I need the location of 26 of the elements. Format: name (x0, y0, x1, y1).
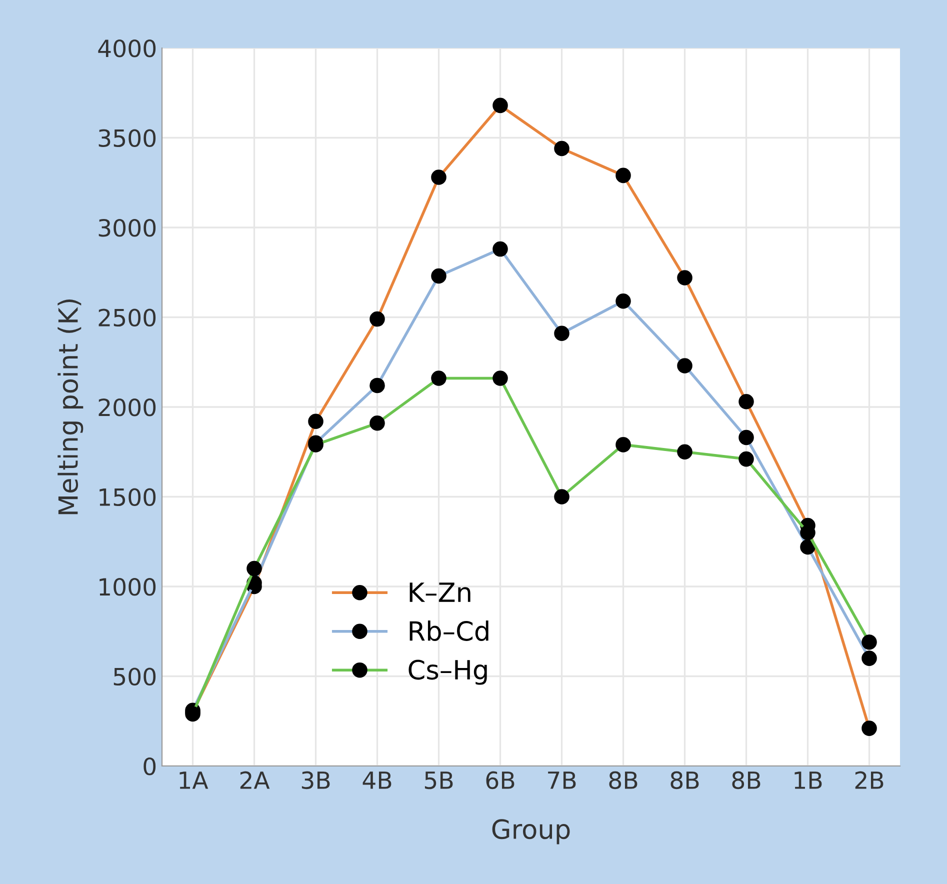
x-tick-label: 4B (362, 772, 392, 789)
x-tick-label: 6B (486, 771, 514, 790)
x-tick-label: 8B (609, 771, 638, 790)
x-tick-label: 7B (548, 772, 576, 789)
x-axis-title: Group (492, 819, 570, 844)
x-tick-label: 8B (670, 771, 699, 790)
y-tick-label: 1500 (100, 488, 156, 506)
y-tick-label: 500 (114, 668, 156, 686)
x-tick-label: 2B (855, 771, 884, 789)
legend-label: K–Zn (410, 582, 470, 602)
x-tick-label: 8B (732, 771, 760, 790)
y-axis-title: Melting point (K) (58, 300, 84, 514)
y-tick-label: 2500 (98, 308, 156, 327)
y-tick-label: 1000 (100, 578, 156, 596)
y-tick-label: 4000 (98, 39, 156, 58)
x-tick-label: 2A (240, 771, 270, 789)
x-tick-label: 5B (424, 772, 453, 790)
x-tick-label: 3B (302, 771, 330, 790)
legend-label: Cs–Hg (408, 660, 487, 685)
legend-label: Rb–Cd (410, 620, 488, 641)
y-tick-label: 3000 (98, 218, 156, 237)
y-tick-label: 3500 (98, 129, 156, 148)
y-tick-label: 0 (144, 757, 156, 776)
x-tick-label: 1A (180, 772, 208, 789)
y-tick-label: 2000 (98, 398, 156, 416)
x-tick-label: 1B (794, 772, 822, 789)
